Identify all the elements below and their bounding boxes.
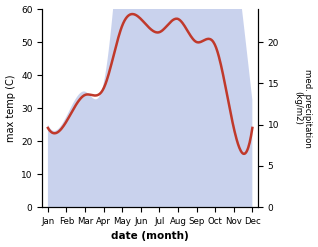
X-axis label: date (month): date (month) (111, 231, 189, 242)
Y-axis label: max temp (C): max temp (C) (5, 74, 16, 142)
Y-axis label: med. precipitation
(kg/m2): med. precipitation (kg/m2) (293, 69, 313, 147)
